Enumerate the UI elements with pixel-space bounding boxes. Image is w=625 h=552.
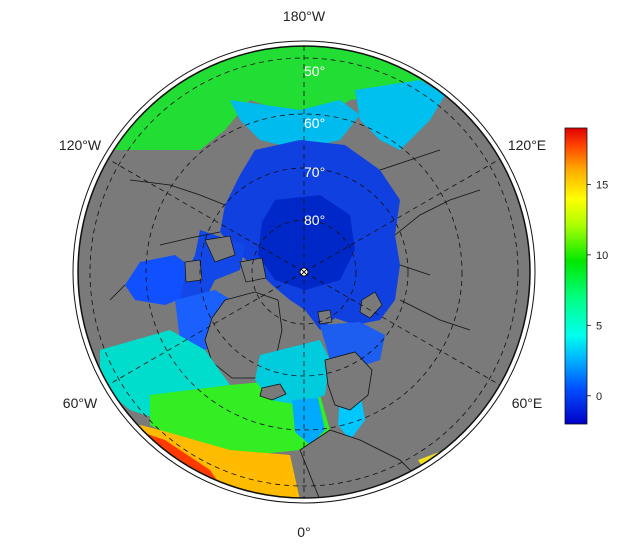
north-sea xyxy=(292,398,325,445)
archipelago-island-2 xyxy=(239,257,267,283)
novaya-zemlya xyxy=(359,291,383,319)
archipelago-island-1 xyxy=(204,235,236,263)
scandinavia xyxy=(324,351,373,411)
lat-circle-60 xyxy=(145,113,463,431)
coastline-america xyxy=(109,179,226,301)
colorbar-tick-label: 10 xyxy=(596,250,608,262)
meridian-60w xyxy=(107,271,305,386)
bering-sea-north xyxy=(230,100,360,150)
lon-label-120e: 120°E xyxy=(508,137,546,153)
lat-label-70: 70° xyxy=(304,164,325,180)
lon-label-180w: 180°W xyxy=(283,8,326,24)
map-frame-inner xyxy=(77,45,531,499)
lon-label-120w: 120°W xyxy=(59,137,102,153)
hudson-bay xyxy=(125,255,195,305)
colorbar-tick-label: 5 xyxy=(596,320,602,332)
lat-label-50: 50° xyxy=(304,63,325,79)
archipelago-island-3 xyxy=(184,259,203,283)
meridian-60e xyxy=(303,271,501,386)
colorbar-tick-label: 15 xyxy=(596,179,608,191)
meridian-120w xyxy=(107,158,305,273)
north-pole-marker xyxy=(299,267,309,277)
lat-label-60: 60° xyxy=(304,115,325,131)
colorbar-tick-label: 0 xyxy=(596,391,602,403)
graticule xyxy=(89,46,519,498)
lon-label-60e: 60°E xyxy=(512,395,543,411)
coastline-asia xyxy=(379,149,481,331)
colorbar-ramp xyxy=(564,127,588,425)
colorbar-ticks: 0 5 10 15 xyxy=(587,179,608,403)
lon-label-60w: 60°W xyxy=(63,395,98,411)
colorbar: 0 5 10 15 xyxy=(564,127,608,425)
lon-label-0: 0° xyxy=(297,524,310,540)
map-disk xyxy=(78,46,530,498)
svalbard xyxy=(317,309,333,325)
meridian-120e xyxy=(303,158,501,273)
central-arctic xyxy=(258,195,355,290)
map-frame-outer xyxy=(72,40,536,504)
lat-label-80: 80° xyxy=(304,212,325,228)
iceland xyxy=(259,383,287,401)
